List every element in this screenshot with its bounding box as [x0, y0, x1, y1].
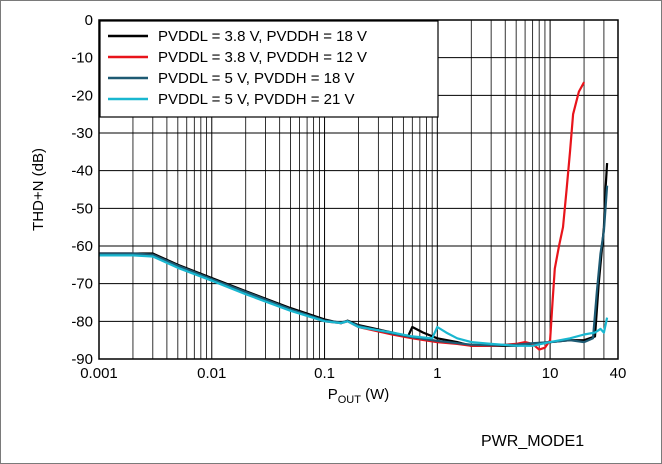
y-tick-label: -20: [71, 87, 93, 104]
y-tick-label: -40: [71, 163, 93, 180]
legend-label-2: PVDDL = 3.8 V, PVDDH = 12 V: [158, 49, 367, 66]
figure-id-label: PWR_MODE1: [481, 433, 585, 450]
y-tick-label: -90: [71, 351, 93, 368]
series-line-1: [99, 163, 609, 347]
y-tick-label: -30: [71, 125, 93, 142]
x-tick-label: 0.01: [197, 365, 226, 382]
x-tick-label: 0.1: [314, 365, 335, 382]
legend-box: [99, 20, 439, 118]
y-tick-label: -80: [71, 313, 93, 330]
series-line-3: [99, 185, 609, 347]
y-tick-label: 0: [85, 12, 93, 29]
plot-border: [98, 19, 619, 360]
y-tick-label: -70: [71, 276, 93, 293]
axis-tick-labels: 0 -10 -20 -30 -40 -50 -60 -70 -80 -900.001 0.01 0.1…: [30, 12, 626, 406]
legend-label-4: PVDDL = 5 V, PVDDH = 21 V: [158, 91, 355, 108]
series-lines: [99, 81, 609, 351]
y-axis-label: THD+N (dB): [30, 148, 47, 231]
legend: PVDDL = 3.8 V, PVDDH = 18 V PVDDL = 3.8 V…: [99, 20, 439, 118]
x-tick-label: 1: [433, 365, 441, 382]
legend-label-1: PVDDL = 3.8 V, PVDDH = 18 V: [158, 28, 367, 45]
series-line-2: [99, 81, 586, 351]
y-tick-label: -60: [71, 238, 93, 255]
legend-label-3: PVDDL = 5 V, PVDDH = 18 V: [158, 70, 355, 87]
x-axis-label: POUT (W): [328, 386, 390, 406]
x-tick-label: 10: [542, 365, 559, 382]
x-tick-label: 0.001: [80, 365, 118, 382]
y-tick-label: -50: [71, 200, 93, 217]
series-line-4: [99, 254, 609, 347]
y-tick-label: -10: [71, 50, 93, 67]
x-tick-label: 40: [610, 365, 627, 382]
